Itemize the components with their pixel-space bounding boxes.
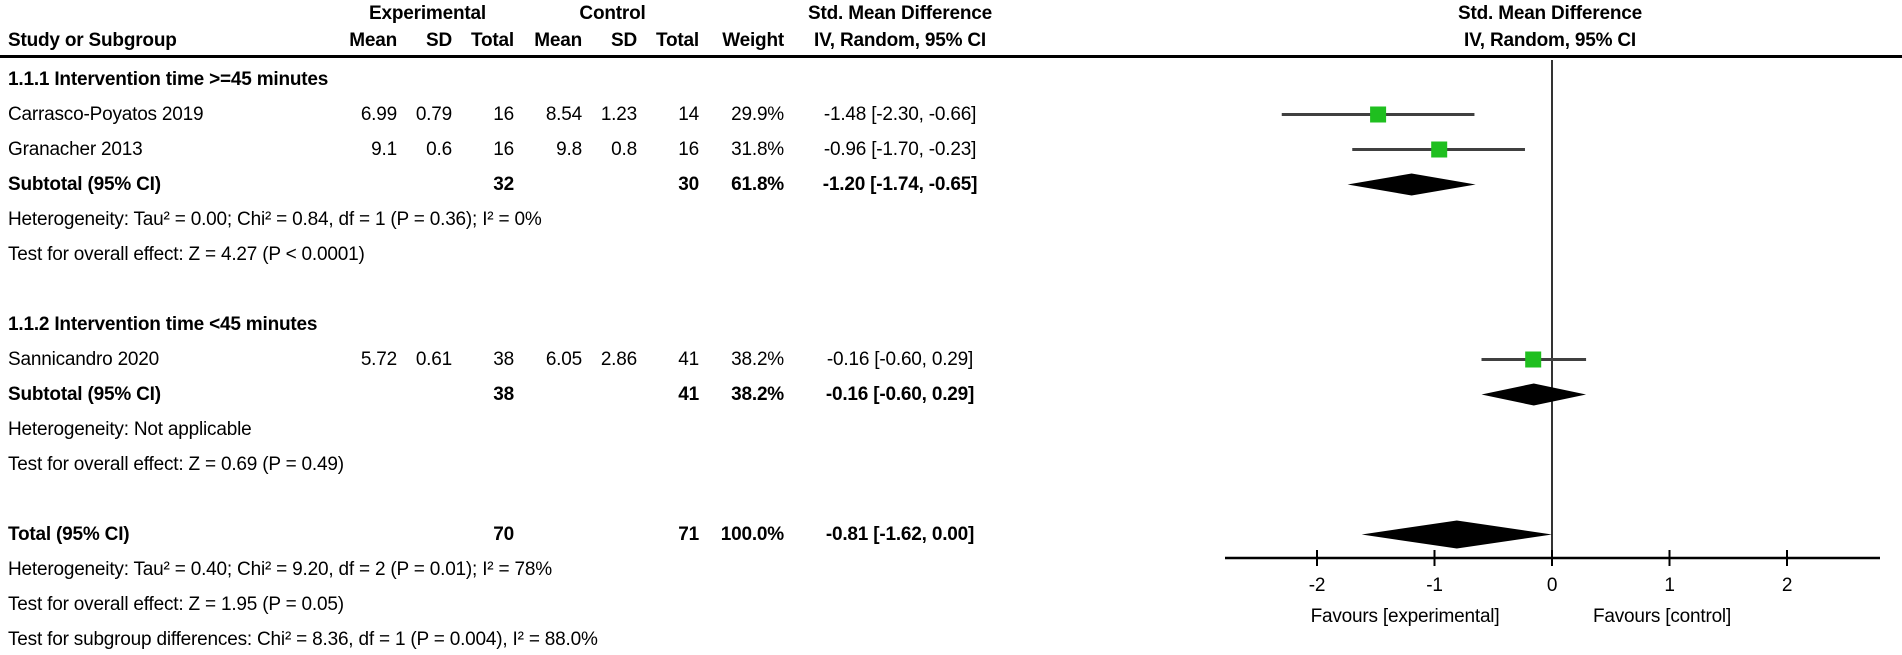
footnote-text: Test for subgroup differences: Chi² = 8.… [8, 628, 598, 650]
group-header-control: Control [579, 3, 646, 24]
ctl-total: 41 [678, 383, 699, 405]
footnote-text: Heterogeneity: Tau² = 0.40; Chi² = 9.20,… [8, 558, 552, 580]
study-name: Total (95% CI) [8, 523, 130, 545]
axis-tick-label: 0 [1547, 575, 1557, 596]
footnote-text: Heterogeneity: Not applicable [8, 418, 252, 440]
column-header-study: Study or Subgroup [8, 30, 177, 51]
footnote-row: Heterogeneity: Tau² = 0.40; Chi² = 9.20,… [0, 552, 1010, 587]
column-header-exp-mean: Mean [349, 30, 397, 51]
column-header-exp-sd: SD [426, 30, 452, 51]
ctl-sd: 1.23 [600, 103, 637, 125]
smd-ci: -1.48 [-2.30, -0.66] [823, 103, 977, 125]
smd-ci: -0.96 [-1.70, -0.23] [823, 138, 977, 160]
group-header-experimental: Experimental [369, 3, 486, 24]
axis-tick-label: -2 [1309, 575, 1326, 596]
exp-total: 38 [493, 348, 514, 370]
column-header-ctl-sd: SD [611, 30, 637, 51]
pooled-row: Subtotal (95% CI) 38 41 38.2% -0.16 [-0.60, … [0, 377, 1010, 412]
weight: 29.9% [731, 103, 784, 125]
exp-total: 70 [493, 523, 514, 545]
footnote-row: Test for overall effect: Z = 0.69 (P = 0… [0, 447, 1010, 482]
smd-ci: -1.20 [-1.74, -0.65] [822, 173, 978, 195]
smd-ci: -0.81 [-1.62, 0.00] [825, 523, 975, 545]
favours-experimental-label: Favours [experimental] [1311, 606, 1500, 627]
table-header: Experimental Control Std. Mean Differenc… [0, 0, 1902, 58]
blank-row [0, 272, 1010, 307]
blank-row [0, 482, 1010, 517]
exp-total: 16 [493, 103, 514, 125]
column-header-ctl-mean: Mean [534, 30, 582, 51]
study-name: Subtotal (95% CI) [8, 173, 161, 195]
exp-sd: 0.61 [415, 348, 452, 370]
exp-mean: 5.72 [360, 348, 397, 370]
plot-subtitle: IV, Random, 95% CI [1463, 30, 1637, 51]
effect-square [1431, 141, 1448, 158]
smd-ci: -0.16 [-0.60, 0.29] [826, 348, 974, 370]
column-header-weight: Weight [722, 30, 784, 51]
smd-column-title: Std. Mean Difference [808, 3, 992, 24]
exp-total: 32 [493, 173, 514, 195]
pooled-row: Total (95% CI) 70 71 100.0% -0.81 [-1.62, 0.… [0, 517, 1010, 552]
exp-sd: 0.6 [426, 138, 452, 160]
ctl-mean: 9.8 [556, 138, 582, 160]
footnote-row: Heterogeneity: Not applicable [0, 412, 1010, 447]
weight: 31.8% [731, 138, 784, 160]
subgroup-title-row: 1.1.2 Intervention time <45 minutes [0, 307, 1010, 342]
plot-title: Std. Mean Difference [1458, 3, 1642, 24]
ctl-total: 30 [678, 173, 699, 195]
ctl-total: 71 [678, 523, 699, 545]
exp-total: 16 [493, 138, 514, 160]
smd-ci: -0.16 [-0.60, 0.29] [825, 383, 975, 405]
study-row: Granacher 2013 9.1 0.6 16 9.8 0.8 16 31.8% -0.96… [0, 132, 1010, 167]
effect-square [1370, 106, 1387, 123]
exp-sd: 0.79 [415, 103, 452, 125]
column-header-exp-total: Total [471, 30, 514, 51]
favours-control-label: Favours [control] [1593, 606, 1731, 627]
ctl-sd: 0.8 [611, 138, 637, 160]
weight: 61.8% [731, 173, 784, 195]
study-name: Subtotal (95% CI) [8, 383, 161, 405]
study-row: Sannicandro 2020 5.72 0.61 38 6.05 2.86 41 38.2… [0, 342, 1010, 377]
footnote-row: Heterogeneity: Tau² = 0.00; Chi² = 0.84,… [0, 202, 1010, 237]
weight: 100.0% [720, 523, 784, 545]
study-name: Carrasco-Poyatos 2019 [8, 103, 204, 125]
effect-square [1525, 351, 1542, 368]
study-row: Carrasco-Poyatos 2019 6.99 0.79 16 8.54 1.23 1… [0, 97, 1010, 132]
exp-mean: 6.99 [360, 103, 397, 125]
axis-tick-label: 1 [1664, 575, 1674, 596]
pooled-diamond [1361, 520, 1552, 549]
pooled-row: Subtotal (95% CI) 32 30 61.8% -1.20 [-1.74, … [0, 167, 1010, 202]
exp-total: 38 [493, 383, 514, 405]
footnote-row: Test for overall effect: Z = 4.27 (P < 0… [0, 237, 1010, 272]
study-name: Granacher 2013 [8, 138, 143, 160]
study-name: Sannicandro 2020 [8, 348, 160, 370]
column-header-ctl-total: Total [656, 30, 699, 51]
study-table-rows: 1.1.1 Intervention time >=45 minutes Carr… [0, 62, 1010, 655]
pooled-diamond [1347, 173, 1476, 196]
ctl-mean: 8.54 [545, 103, 582, 125]
smd-column-subtitle: IV, Random, 95% CI [813, 30, 987, 51]
subgroup-title-row: 1.1.1 Intervention time >=45 minutes [0, 62, 1010, 97]
footnote-text: Test for overall effect: Z = 4.27 (P < 0… [8, 243, 365, 265]
weight: 38.2% [731, 383, 784, 405]
ctl-total: 41 [678, 348, 699, 370]
exp-mean: 9.1 [371, 138, 397, 160]
subgroup-title: 1.1.1 Intervention time >=45 minutes [8, 68, 329, 90]
axis-tick-label: -1 [1426, 575, 1443, 596]
weight: 38.2% [731, 348, 784, 370]
footnote-row: Test for subgroup differences: Chi² = 8.… [0, 622, 1010, 655]
footnote-row: Test for overall effect: Z = 1.95 (P = 0… [0, 587, 1010, 622]
ctl-mean: 6.05 [545, 348, 582, 370]
axis-tick-label: 2 [1782, 575, 1792, 596]
ctl-total: 16 [678, 138, 699, 160]
ctl-sd: 2.86 [600, 348, 637, 370]
subgroup-title: 1.1.2 Intervention time <45 minutes [8, 313, 318, 335]
footnote-text: Heterogeneity: Tau² = 0.00; Chi² = 0.84,… [8, 208, 542, 230]
footnote-text: Test for overall effect: Z = 1.95 (P = 0… [8, 593, 344, 615]
footnote-text: Test for overall effect: Z = 0.69 (P = 0… [8, 453, 344, 475]
ctl-total: 14 [678, 103, 699, 125]
pooled-diamond [1481, 383, 1587, 406]
